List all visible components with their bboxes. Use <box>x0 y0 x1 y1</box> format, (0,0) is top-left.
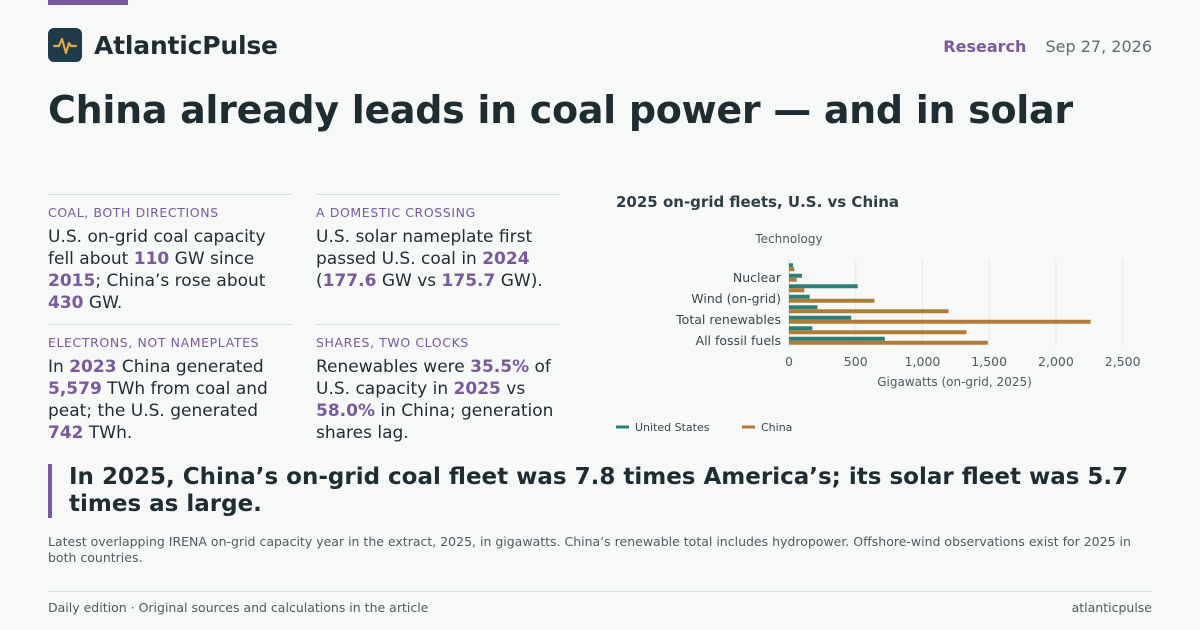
card-body: Renewables were 35.5% of U.S. capacity i… <box>316 356 560 444</box>
headline: China already leads in coal power — and … <box>48 88 1073 132</box>
legend-label: China <box>761 421 792 434</box>
section-link[interactable]: Research <box>943 37 1027 56</box>
card-kicker: A DOMESTIC CROSSING <box>316 205 476 220</box>
body-text: GW). <box>495 271 543 291</box>
bar-us <box>789 263 794 268</box>
highlight-number: 5,579 <box>48 379 102 399</box>
card-kicker: ELECTRONS, NOT NAMEPLATES <box>48 335 260 350</box>
x-axis-title: Gigawatts (on-grid, 2025) <box>877 375 1032 389</box>
bar-us <box>789 315 852 320</box>
bar-china <box>789 319 1091 324</box>
body-text: U.S. solar nameplate first passed U.S. c… <box>316 227 533 269</box>
highlight-number: 177.6 <box>322 271 377 291</box>
body-text: vs <box>500 379 526 399</box>
x-tick-label: 500 <box>844 354 868 369</box>
footer-divider <box>48 591 1152 592</box>
body-text: TWh. <box>83 423 133 443</box>
bar-us <box>789 336 885 341</box>
card-body: U.S. on-grid coal capacity fell about 11… <box>48 226 292 314</box>
fact-card-generation: ELECTRONS, NOT NAMEPLATES In 2023 China … <box>48 324 292 444</box>
body-text: GW. <box>83 293 123 313</box>
body-text: U.S. on-grid coal capacity fell about <box>48 227 266 269</box>
highlight-number: 2025 <box>453 379 501 399</box>
bar-us <box>789 273 802 278</box>
bar-china <box>789 330 967 335</box>
body-text: In <box>48 357 70 377</box>
bar-us <box>789 294 810 299</box>
highlight-number: 58.0% <box>316 401 375 421</box>
bar-chart: Technology Nuclear Wind (on-grid) Total ren… <box>616 232 1141 434</box>
bar-china <box>789 340 988 345</box>
category-label: Wind (on-grid) <box>691 291 781 306</box>
x-tick-label: 2,500 <box>1105 354 1141 369</box>
card-body: In 2023 China generated 5,579 TWh from c… <box>48 356 292 444</box>
highlight-number: 742 <box>48 423 84 443</box>
highlight-number: 175.7 <box>441 271 496 291</box>
accent-bar <box>48 0 128 5</box>
publish-date: Sep 27, 2026 <box>1045 37 1153 56</box>
highlight-number: 2023 <box>69 357 117 377</box>
header-meta: Research Sep 27, 2026 <box>943 37 1152 56</box>
card-kicker: COAL, BOTH DIRECTIONS <box>48 205 219 220</box>
category-label: Total renewables <box>675 312 781 327</box>
site-logo[interactable] <box>48 28 82 62</box>
bar-china <box>789 288 805 293</box>
bar-us <box>789 284 858 289</box>
highlight-number: 35.5% <box>470 357 530 377</box>
body-text: GW vs <box>376 271 442 291</box>
site-header: AtlanticPulse Research Sep 27, 2026 <box>48 28 1152 64</box>
body-text: TWh from coal and peat; the U.S. generat… <box>48 379 268 421</box>
body-text: of U.S. capacity in <box>316 357 551 399</box>
card-body: U.S. solar nameplate first passed U.S. c… <box>316 226 560 292</box>
body-text: in China; generation shares lag. <box>316 401 554 443</box>
legend-label: United States <box>635 421 710 434</box>
highlight-number: 110 <box>133 249 170 269</box>
pull-quote: In 2025, China’s on-grid coal fleet was … <box>48 464 1152 518</box>
bar-us <box>789 326 813 331</box>
category-label: Nuclear <box>733 270 782 285</box>
card-kicker: SHARES, TWO CLOCKS <box>316 335 469 350</box>
x-tick-label: 0 <box>785 354 793 369</box>
bar-china <box>789 267 795 272</box>
x-tick-label: 1,000 <box>905 354 941 369</box>
body-text: China generated <box>116 357 264 377</box>
fact-card-solar: A DOMESTIC CROSSING U.S. solar nameplate… <box>316 194 560 292</box>
body-text: GW since <box>169 249 255 269</box>
x-tick-label: 2,000 <box>1038 354 1074 369</box>
x-tick-label: 1,500 <box>971 354 1007 369</box>
bar-china <box>789 309 949 314</box>
highlight-number: 2015 <box>48 271 96 291</box>
footer-site[interactable]: atlanticpulse <box>1071 600 1152 615</box>
body-text: Renewables were <box>316 357 471 377</box>
chart-title: 2025 on-grid fleets, U.S. vs China <box>616 193 900 211</box>
body-text: ( <box>316 271 323 291</box>
y-axis-title: Technology <box>754 232 822 246</box>
fact-card-coal: COAL, BOTH DIRECTIONS U.S. on-grid coal … <box>48 194 292 314</box>
bar-china <box>789 277 797 282</box>
footer-edition: Daily edition · Original sources and cal… <box>48 600 429 615</box>
highlight-number: 430 <box>48 293 84 313</box>
bar-us <box>789 305 818 310</box>
bar-china <box>789 298 875 303</box>
source-note: Latest overlapping IRENA on-grid capacit… <box>48 534 1131 565</box>
body-text: ; China’s rose about <box>95 271 266 291</box>
fact-card-shares: SHARES, TWO CLOCKS Renewables were 35.5%… <box>316 324 560 444</box>
highlight-number: 2024 <box>482 249 530 269</box>
brand-name[interactable]: AtlanticPulse <box>94 31 278 60</box>
pulse-icon <box>52 37 78 55</box>
category-label: All fossil fuels <box>696 333 781 348</box>
